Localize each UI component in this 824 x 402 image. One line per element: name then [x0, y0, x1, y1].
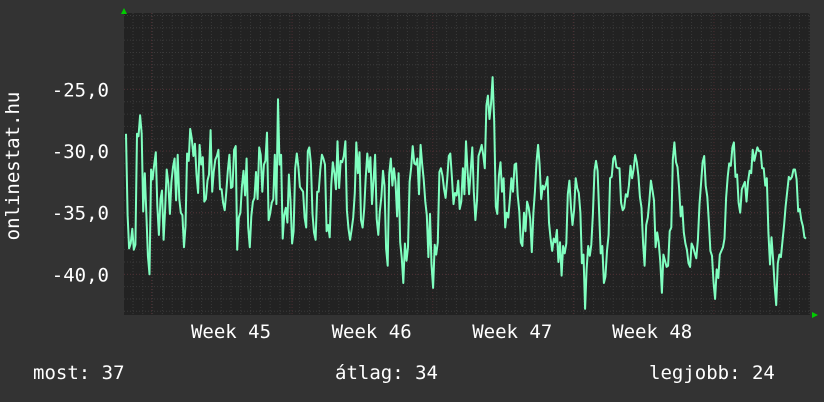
y-tick-label: -35,0 — [52, 203, 109, 225]
x-tick-label: Week 48 — [612, 321, 692, 343]
current-label: most: — [33, 362, 91, 384]
series-line — [125, 76, 807, 310]
grid — [124, 13, 810, 315]
best-label: legjobb: — [649, 362, 741, 384]
y-axis-ticks: -25,0 -30,0 -35,0 -40,0 — [52, 79, 109, 286]
best-stat: legjobb: 24 — [649, 362, 775, 384]
y-tick-label: -25,0 — [52, 79, 109, 101]
x-tick-label: Week 47 — [472, 321, 552, 343]
current-stat: most: 37 — [33, 362, 125, 384]
average-stat: átlag: 34 — [335, 362, 438, 384]
y-tick-label: -40,0 — [52, 264, 109, 286]
y-tick-label: -30,0 — [52, 141, 109, 163]
current-value: 37 — [101, 362, 125, 384]
y-axis-arrow — [121, 8, 127, 14]
x-tick-label: Week 46 — [332, 321, 412, 343]
average-value: 34 — [415, 362, 438, 384]
x-tick-label: Week 45 — [191, 321, 271, 343]
best-value: 24 — [751, 362, 775, 384]
average-label: átlag: — [335, 362, 404, 384]
y-axis-label: onlinestat.hu — [2, 92, 24, 241]
x-axis-arrow — [812, 312, 818, 318]
x-axis-ticks: Week 45 Week 46 Week 47 Week 48 — [191, 321, 692, 343]
